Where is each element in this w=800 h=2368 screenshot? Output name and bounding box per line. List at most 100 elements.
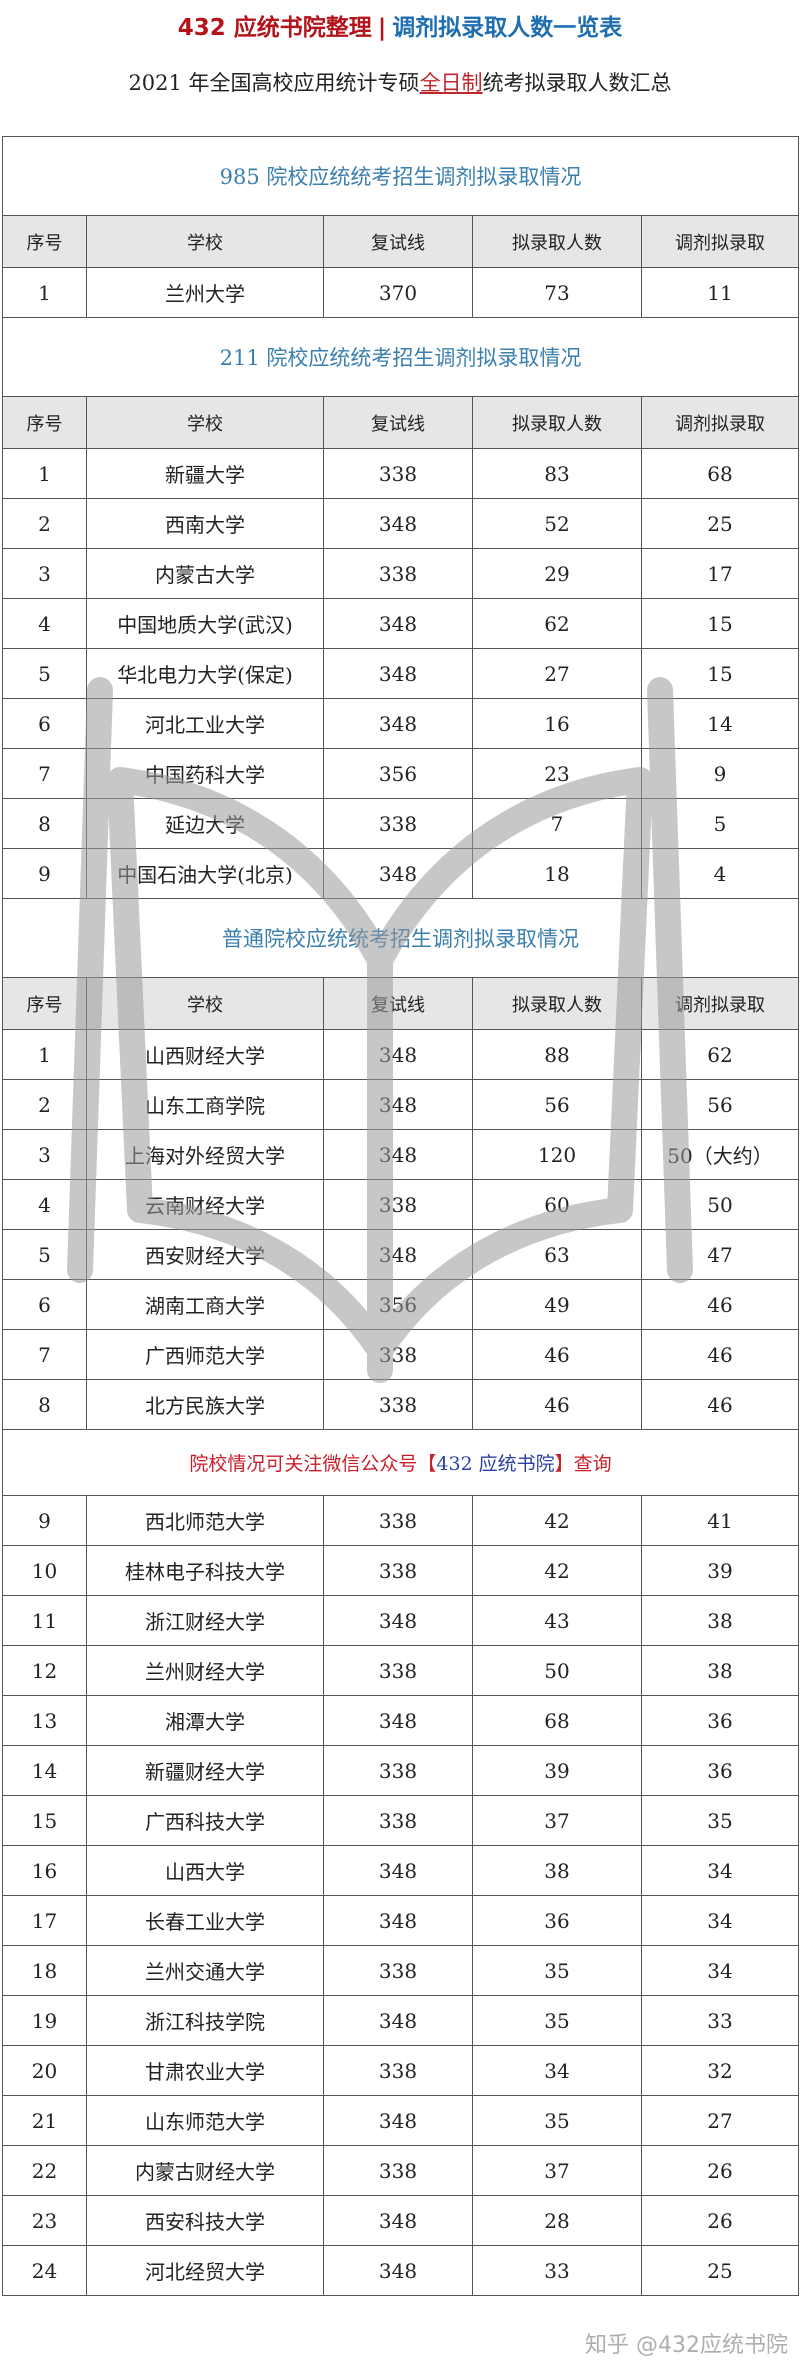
cell-admitted: 35 — [472, 1995, 642, 2046]
table-row: 6 河北工业大学 348 16 14 — [2, 698, 800, 749]
cell-cutoff: 338 — [323, 1795, 473, 1846]
cell-cutoff: 338 — [323, 1545, 473, 1596]
cell-index: 8 — [2, 1379, 87, 1430]
cell-school: 上海对外经贸大学 — [86, 1129, 324, 1180]
cell-school: 长春工业大学 — [86, 1895, 324, 1946]
cell-cutoff: 348 — [323, 2195, 473, 2246]
cell-index: 4 — [2, 1179, 87, 1230]
cell-index: 20 — [2, 2045, 87, 2096]
cell-cutoff: 338 — [323, 2145, 473, 2196]
table-row: 17 长春工业大学 348 36 34 — [2, 1895, 800, 1946]
cell-adjusted: 5 — [640, 798, 800, 849]
cell-adjusted: 68 — [640, 448, 800, 499]
cell-adjusted: 11 — [640, 267, 800, 318]
cell-admitted: 43 — [472, 1595, 642, 1646]
cell-school: 新疆大学 — [86, 448, 324, 499]
cell-index: 5 — [2, 1229, 87, 1280]
cell-school: 河北经贸大学 — [86, 2245, 324, 2296]
cell-adjusted: 46 — [640, 1379, 800, 1430]
cell-school: 西北师范大学 — [86, 1495, 324, 1546]
cell-school: 内蒙古财经大学 — [86, 2145, 324, 2196]
cell-adjusted: 41 — [640, 1495, 800, 1546]
cell-school: 中国药科大学 — [86, 748, 324, 799]
cell-adjusted: 47 — [640, 1229, 800, 1280]
cell-cutoff: 348 — [323, 2095, 473, 2146]
cell-cutoff: 338 — [323, 448, 473, 499]
column-header: 复试线 — [323, 215, 473, 268]
table-row: 1 兰州大学 370 73 11 — [2, 267, 800, 318]
cell-cutoff: 356 — [323, 1279, 473, 1330]
column-header: 拟录取人数 — [472, 396, 642, 449]
cell-admitted: 28 — [472, 2195, 642, 2246]
cell-index: 11 — [2, 1595, 87, 1646]
cell-index: 1 — [2, 448, 87, 499]
cell-index: 3 — [2, 1129, 87, 1180]
cell-school: 华北电力大学(保定) — [86, 648, 324, 699]
table-row: 16 山西大学 348 38 34 — [2, 1845, 800, 1896]
title-topic: 调剂拟录取人数一览表 — [392, 15, 623, 41]
cell-cutoff: 348 — [323, 498, 473, 549]
column-header: 拟录取人数 — [472, 215, 642, 268]
cell-adjusted: 34 — [640, 1945, 800, 1996]
table-row: 1 山西财经大学 348 88 62 — [2, 1029, 800, 1080]
table-row: 4 云南财经大学 338 60 50 — [2, 1179, 800, 1230]
cell-adjusted: 26 — [640, 2195, 800, 2246]
note-mid: 432 应统书院 — [436, 1453, 555, 1475]
subtitle-pre: 2021 年全国高校应用统计专硕 — [128, 71, 420, 95]
table-row: 7 广西师范大学 338 46 46 — [2, 1329, 800, 1380]
cell-admitted: 52 — [472, 498, 642, 549]
column-header: 拟录取人数 — [472, 977, 642, 1030]
cell-index: 21 — [2, 2095, 87, 2146]
table-row: 7 中国药科大学 356 23 9 — [2, 748, 800, 799]
page-title: 432 应统书院整理 | 调剂拟录取人数一览表 — [0, 8, 800, 48]
cell-adjusted: 35 — [640, 1795, 800, 1846]
cell-school: 河北工业大学 — [86, 698, 324, 749]
cell-index: 3 — [2, 548, 87, 599]
table-row: 3 内蒙古大学 338 29 17 — [2, 548, 800, 599]
cell-adjusted: 9 — [640, 748, 800, 799]
cell-school: 兰州大学 — [86, 267, 324, 318]
cell-cutoff: 348 — [323, 698, 473, 749]
cell-cutoff: 348 — [323, 1845, 473, 1896]
table-row: 24 河北经贸大学 348 33 25 — [2, 2245, 800, 2296]
table-row: 4 中国地质大学(武汉) 348 62 15 — [2, 598, 800, 649]
cell-admitted: 60 — [472, 1179, 642, 1230]
section-title-row: 211 院校应统统考招生调剂拟录取情况 — [1, 317, 800, 397]
cell-school: 北方民族大学 — [86, 1379, 324, 1430]
cell-admitted: 23 — [472, 748, 642, 799]
cell-school: 山西大学 — [86, 1845, 324, 1896]
cell-adjusted: 38 — [640, 1595, 800, 1646]
cell-cutoff: 338 — [323, 1495, 473, 1546]
cell-index: 12 — [2, 1645, 87, 1696]
cell-cutoff: 348 — [323, 648, 473, 699]
cell-school: 浙江财经大学 — [86, 1595, 324, 1646]
cell-admitted: 68 — [472, 1695, 642, 1746]
table-row: 2 山东工商学院 348 56 56 — [2, 1079, 800, 1130]
cell-school: 兰州交通大学 — [86, 1945, 324, 1996]
cell-index: 18 — [2, 1945, 87, 1996]
cell-admitted: 42 — [472, 1495, 642, 1546]
wechat-note: 院校情况可关注微信公众号【432 应统书院】查询 — [1, 1429, 800, 1496]
cell-index: 8 — [2, 798, 87, 849]
cell-cutoff: 348 — [323, 1695, 473, 1746]
cell-school: 中国地质大学(武汉) — [86, 598, 324, 649]
table-row: 10 桂林电子科技大学 338 42 39 — [2, 1545, 800, 1596]
section-title: 普通院校应统统考招生调剂拟录取情况 — [1, 898, 800, 978]
cell-cutoff: 348 — [323, 1595, 473, 1646]
column-header: 序号 — [2, 396, 87, 449]
cell-cutoff: 348 — [323, 1995, 473, 2046]
table-row: 15 广西科技大学 338 37 35 — [2, 1795, 800, 1846]
table-row: 22 内蒙古财经大学 338 37 26 — [2, 2145, 800, 2196]
column-header: 学校 — [86, 215, 324, 268]
cell-adjusted: 56 — [640, 1079, 800, 1130]
cell-admitted: 35 — [472, 1945, 642, 1996]
cell-cutoff: 348 — [323, 1129, 473, 1180]
cell-adjusted: 36 — [640, 1695, 800, 1746]
cell-adjusted: 15 — [640, 598, 800, 649]
cell-adjusted: 50 — [640, 1179, 800, 1230]
cell-cutoff: 348 — [323, 598, 473, 649]
cell-index: 1 — [2, 267, 87, 318]
cell-adjusted: 27 — [640, 2095, 800, 2146]
cell-admitted: 39 — [472, 1745, 642, 1796]
table-row: 20 甘肃农业大学 338 34 32 — [2, 2045, 800, 2096]
